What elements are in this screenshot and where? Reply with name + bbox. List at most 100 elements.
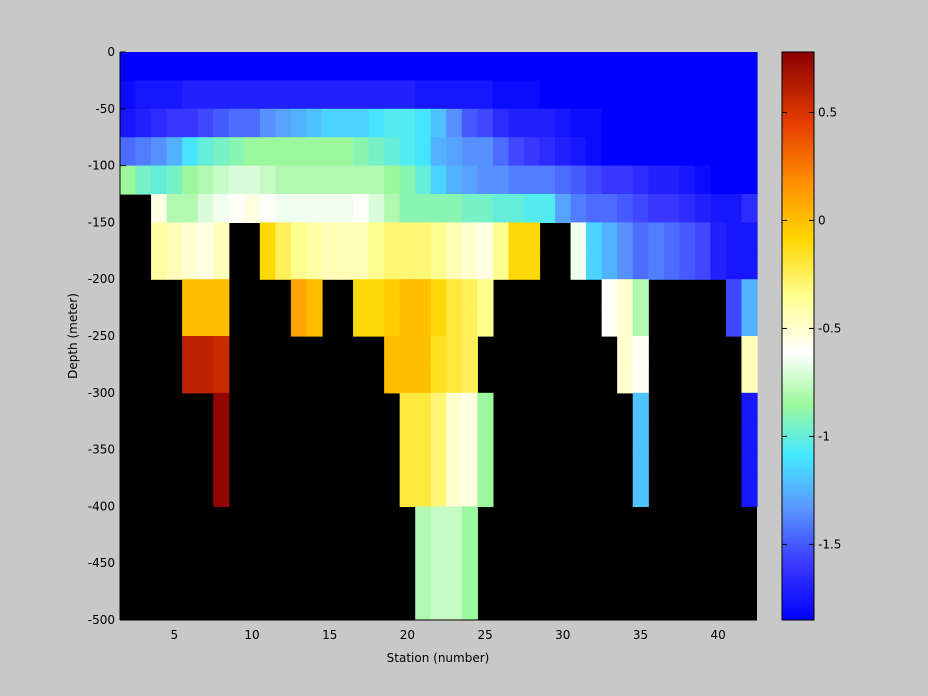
colorbar-tick-label: 0.5 [818, 105, 837, 119]
heatmap-cell [570, 52, 587, 81]
heatmap-cell [259, 165, 276, 195]
heatmap-cell [275, 165, 292, 195]
heatmap-cell [182, 108, 199, 138]
heatmap-cell [508, 52, 525, 81]
heatmap-cell [244, 80, 261, 110]
heatmap-cell [213, 137, 230, 167]
heatmap-cell [570, 108, 587, 138]
heatmap-cell [477, 194, 494, 223]
heatmap-cell [601, 194, 618, 223]
heatmap-cell [259, 52, 276, 81]
heatmap-cell [446, 250, 463, 280]
heatmap-cell [213, 449, 230, 479]
heatmap-cell [555, 80, 572, 110]
heatmap-cell [259, 108, 276, 138]
heatmap-cell [213, 250, 230, 280]
heatmap-cell [508, 194, 525, 223]
heatmap-cell [415, 478, 432, 507]
heatmap-cell [477, 449, 494, 479]
heatmap-cell [228, 80, 245, 110]
heatmap-cell [290, 137, 308, 167]
heatmap-cell [430, 52, 447, 81]
heatmap-cell [617, 52, 634, 81]
heatmap-cell [617, 137, 634, 167]
heatmap-cell [477, 137, 494, 167]
heatmap-cell [337, 52, 354, 81]
heatmap-cell [446, 478, 463, 507]
heatmap-cell [415, 279, 432, 309]
heatmap-cell [663, 222, 680, 252]
heatmap-cell [384, 108, 401, 138]
y-tick-label: -250 [88, 329, 115, 343]
heatmap-cell [306, 165, 323, 195]
heatmap-cell [415, 80, 432, 110]
heatmap-cell [290, 165, 308, 195]
y-axis: 0 -50 -100 -150 -200 -250 -300 -350 -400 -450 -500 [88, 45, 126, 627]
heatmap-cell [601, 165, 618, 195]
heatmap-cell [508, 222, 525, 252]
heatmap-cell [430, 222, 447, 252]
heatmap-cell [353, 307, 370, 337]
heatmap-cell [741, 250, 758, 280]
heatmap-cell [477, 52, 494, 81]
heatmap-cell [399, 336, 416, 365]
heatmap-cell [399, 307, 416, 337]
heatmap-cell [399, 165, 416, 195]
heatmap-cell [632, 194, 649, 223]
heatmap-cell [663, 250, 680, 280]
heatmap-cell [182, 279, 199, 309]
x-tick-label: 30 [555, 628, 570, 642]
heatmap-cell [166, 137, 183, 167]
heatmap-cell [461, 108, 478, 138]
heatmap-cell [632, 222, 649, 252]
heatmap-cell [694, 108, 711, 138]
heatmap-cell [415, 336, 432, 365]
heatmap-cell [555, 52, 572, 81]
heatmap-cell [492, 137, 510, 167]
heatmap-cell [601, 279, 618, 309]
heatmap-cell [477, 307, 494, 337]
heatmap-cell [492, 222, 510, 252]
heatmap-cell [120, 137, 137, 167]
heatmap-cell [632, 478, 649, 507]
heatmap-cell [151, 52, 168, 81]
heatmap-cell [725, 80, 743, 110]
heatmap-cell [384, 80, 401, 110]
colorbar-tick-label: -0.5 [818, 321, 841, 335]
heatmap-cell [710, 52, 727, 81]
heatmap-cell [446, 222, 463, 252]
heatmap-cell [306, 108, 323, 138]
heatmap-cell [228, 52, 245, 81]
heatmap-cell [384, 364, 401, 394]
colorbar-ticks: 0.5 0 -0.5 -1 -1.5 [782, 105, 841, 551]
heatmap-cell [741, 336, 758, 365]
heatmap-cell [446, 137, 463, 167]
y-tick-label: -400 [88, 499, 115, 513]
heatmap-cell [384, 250, 401, 280]
y-axis-label: Depth (meter) [66, 293, 80, 379]
heatmap-cell [197, 194, 214, 223]
heatmap-cell [586, 108, 603, 138]
heatmap-cell [368, 250, 385, 280]
heatmap-cell [197, 80, 214, 110]
heatmap-cell [337, 165, 354, 195]
heatmap-cell [353, 165, 370, 195]
heatmap-cell [182, 250, 199, 280]
heatmap-cell [353, 80, 370, 110]
heatmap-cell [321, 250, 339, 280]
heatmap-cell [244, 137, 261, 167]
heatmap-cell [508, 80, 525, 110]
heatmap-cell [539, 52, 556, 81]
heatmap-cell [741, 137, 758, 167]
heatmap-cell [570, 194, 587, 223]
heatmap-cell [461, 392, 478, 422]
heatmap-cell [632, 336, 649, 365]
heatmap-cell [337, 222, 354, 252]
heatmap-cell [741, 52, 758, 81]
heatmap-cell [290, 194, 308, 223]
heatmap-cell [461, 165, 478, 195]
heatmap-cell [632, 250, 649, 280]
heatmap-cell [430, 336, 447, 365]
heatmap-cell [679, 137, 696, 167]
heatmap-cell [213, 279, 230, 309]
